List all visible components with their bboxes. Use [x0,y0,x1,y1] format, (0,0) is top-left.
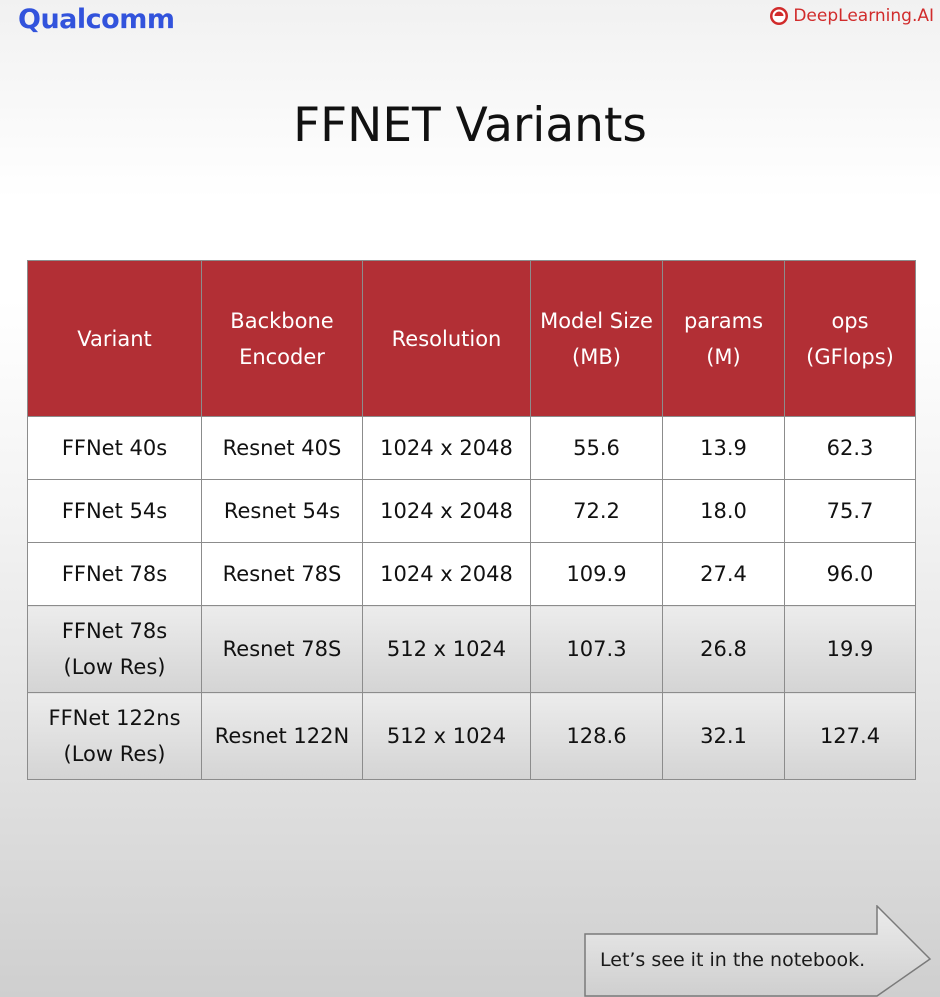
cell-params: 13.9 [662,416,785,480]
table-row: FFNet 78s Resnet 78S 1024 x 2048 109.9 2… [27,542,916,606]
cell-backbone: Resnet 40S [201,416,363,480]
table-row: FFNet 78s (Low Res) Resnet 78S 512 x 102… [27,605,916,693]
deeplearning-logo-icon [770,7,789,25]
column-header-model-size: Model Size (MB) [530,260,663,417]
column-header-backbone-encoder: Backbone Encoder [201,260,363,417]
notebook-callout: Let’s see it in the notebook. [584,905,932,997]
cell-variant: FFNet 78s (Low Res) [27,605,202,693]
column-header-ops: ops (GFlops) [784,260,916,417]
cell-ops: 75.7 [784,479,916,543]
cell-resolution: 1024 x 2048 [362,542,531,606]
deeplearning-logo-text: DeepLearning.AI [793,6,934,26]
cell-resolution: 1024 x 2048 [362,416,531,480]
column-header-resolution: Resolution [362,260,531,417]
cell-backbone: Resnet 54s [201,479,363,543]
table-row: FFNet 40s Resnet 40S 1024 x 2048 55.6 13… [27,416,916,480]
qualcomm-logo: Qualcomm [18,4,175,35]
cell-variant: FFNet 78s [27,542,202,606]
table-header-row: Variant Backbone Encoder Resolution Mode… [27,260,916,417]
table-row: FFNet 122ns (Low Res) Resnet 122N 512 x … [27,692,916,780]
cell-ops: 62.3 [784,416,916,480]
cell-resolution: 512 x 1024 [362,692,531,780]
cell-params: 32.1 [662,692,785,780]
cell-params: 18.0 [662,479,785,543]
cell-backbone: Resnet 78S [201,605,363,693]
cell-resolution: 512 x 1024 [362,605,531,693]
slide-title: FFNET Variants [293,98,647,153]
column-header-variant: Variant [27,260,202,417]
table-row: FFNet 54s Resnet 54s 1024 x 2048 72.2 18… [27,479,916,543]
cell-ops: 19.9 [784,605,916,693]
cell-variant: FFNet 40s [27,416,202,480]
cell-ops: 127.4 [784,692,916,780]
column-header-params: params (M) [662,260,785,417]
cell-model-size: 107.3 [530,605,663,693]
cell-variant: FFNet 54s [27,479,202,543]
cell-params: 27.4 [662,542,785,606]
ffnet-variants-table: Variant Backbone Encoder Resolution Mode… [27,260,916,780]
cell-params: 26.8 [662,605,785,693]
cell-model-size: 128.6 [530,692,663,780]
cell-ops: 96.0 [784,542,916,606]
cell-model-size: 72.2 [530,479,663,543]
cell-backbone: Resnet 78S [201,542,363,606]
cell-resolution: 1024 x 2048 [362,479,531,543]
arrow-right-icon [584,905,932,997]
deeplearning-logo: DeepLearning.AI [769,6,934,26]
cell-variant: FFNet 122ns (Low Res) [27,692,202,780]
cell-backbone: Resnet 122N [201,692,363,780]
cell-model-size: 109.9 [530,542,663,606]
notebook-callout-label: Let’s see it in the notebook. [600,949,866,971]
cell-model-size: 55.6 [530,416,663,480]
